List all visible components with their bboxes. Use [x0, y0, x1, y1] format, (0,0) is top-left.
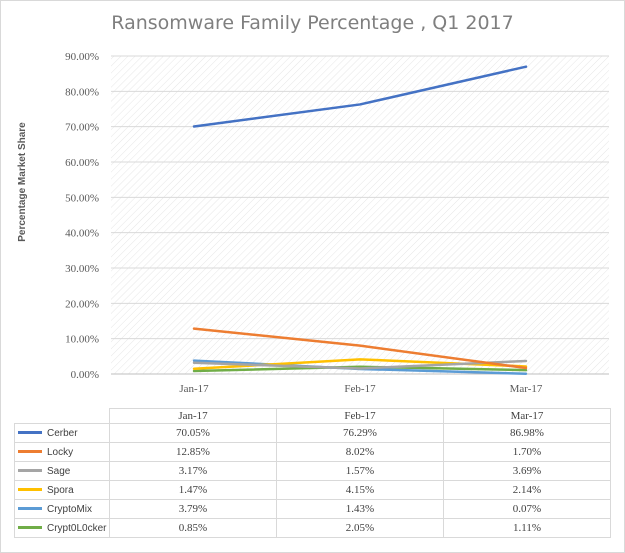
data-label: 86.98%: [443, 423, 611, 443]
series-line-cerber: [192, 65, 528, 128]
legend-entry: Locky: [14, 442, 110, 462]
y-tick-label: 20.00%: [65, 298, 99, 310]
y-tick-label: 10.00%: [65, 334, 99, 346]
data-label: 0.07%: [443, 499, 611, 519]
legend-label: Sage: [47, 465, 71, 477]
series-line-crypt0l0cker: [192, 365, 528, 373]
legend-label: Cerber: [47, 427, 78, 439]
x-tick-label: Jan-17: [179, 383, 209, 395]
chart-title: Ransomware Family Percentage , Q1 2017: [111, 12, 514, 34]
y-tick-label: 40.00%: [65, 228, 99, 240]
table-column-header: Feb-17: [276, 408, 444, 424]
table-row: Cerber 70.05% 76.29% 86.98%: [14, 423, 611, 443]
data-label: 3.79%: [109, 499, 277, 519]
data-label: 1.57%: [276, 461, 444, 481]
legend-entry: Spora: [14, 480, 110, 500]
legend-entry: CryptoMix: [14, 499, 110, 519]
data-label: 1.70%: [443, 442, 611, 462]
legend-swatch: [18, 431, 42, 435]
y-tick-label: 60.00%: [65, 157, 99, 169]
table-column-header: Jan-17: [109, 408, 277, 424]
legend-entry: Cerber: [14, 423, 110, 443]
data-label: 0.85%: [109, 518, 277, 538]
series-line-locky: [192, 327, 528, 370]
y-tick-label: 50.00%: [65, 192, 99, 204]
data-label: 2.14%: [443, 480, 611, 500]
table-row: Sage 3.17% 1.57% 3.69%: [14, 461, 611, 481]
legend-swatch: [18, 469, 42, 473]
table-row: Locky 12.85% 8.02% 1.70%: [14, 442, 611, 462]
data-table: Jan-17 Feb-17 Mar-17 Cerber 70.05% 76.29% 86.…: [14, 408, 611, 538]
legend-label: CryptoMix: [47, 503, 93, 515]
data-label: 1.47%: [109, 480, 277, 500]
table-row: Spora 1.47% 4.15% 2.14%: [14, 480, 611, 500]
plot-area: [111, 56, 609, 374]
data-label: 3.17%: [109, 461, 277, 481]
data-label: 1.11%: [443, 518, 611, 538]
series-line-sage: [192, 359, 528, 370]
legend-swatch: [18, 526, 42, 530]
legend-swatch: [18, 450, 42, 454]
x-tick-label: Feb-17: [344, 383, 376, 395]
data-label: 4.15%: [276, 480, 444, 500]
data-label: 12.85%: [109, 442, 277, 462]
legend-entry: Crypt0L0cker: [14, 518, 110, 538]
legend-label: Crypt0L0cker: [47, 522, 107, 534]
data-table-corner: [15, 409, 110, 424]
legend-label: Locky: [47, 446, 74, 458]
data-label: 2.05%: [276, 518, 444, 538]
y-tick-label: 30.00%: [65, 263, 99, 275]
data-label: 1.43%: [276, 499, 444, 519]
x-tick-label: Mar-17: [510, 383, 543, 395]
data-label: 3.69%: [443, 461, 611, 481]
y-tick-label: 0.00%: [71, 369, 99, 381]
legend-label: Spora: [47, 484, 74, 496]
line-chart: 0.00% 10.00% 20.00% 30.00% 40.00% 50.00% 60.00…: [65, 51, 609, 395]
data-label: 70.05%: [109, 423, 277, 443]
data-label: 8.02%: [276, 442, 444, 462]
table-row: CryptoMix 3.79% 1.43% 0.07%: [14, 499, 611, 519]
legend-swatch: [18, 488, 42, 492]
legend-swatch: [18, 507, 42, 511]
table-row: Crypt0L0cker 0.85% 2.05% 1.11%: [14, 518, 611, 538]
y-tick-label: 70.00%: [65, 122, 99, 134]
legend-entry: Sage: [14, 461, 110, 481]
y-tick-label: 80.00%: [65, 86, 99, 98]
data-label: 76.29%: [276, 423, 444, 443]
y-tick-label: 90.00%: [65, 51, 99, 63]
table-column-header: Mar-17: [443, 408, 611, 424]
